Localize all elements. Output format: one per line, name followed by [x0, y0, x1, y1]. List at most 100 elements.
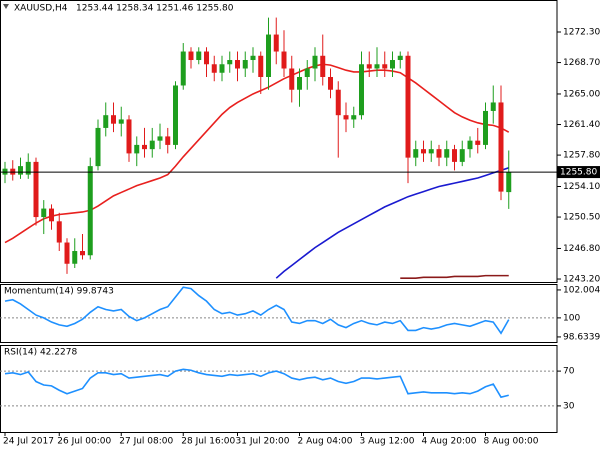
candle-body [103, 115, 109, 128]
candle-body [250, 55, 256, 61]
candle-body [72, 251, 78, 264]
panel-frame [0, 0, 558, 283]
y-tick-label: 98.6339 [563, 332, 600, 342]
candle-body [312, 55, 318, 69]
candle-body [351, 115, 357, 120]
candle-body [134, 144, 140, 154]
candle-body [483, 110, 488, 145]
candle-body [204, 51, 209, 65]
x-tick-label: 26 Jul 00:00 [57, 437, 111, 447]
x-tick-label: 4 Aug 20:00 [422, 437, 477, 447]
candle-body [87, 166, 93, 256]
candle-body [343, 115, 349, 120]
candle-body [149, 140, 155, 150]
candle-body [382, 64, 388, 69]
candle-body [266, 34, 271, 77]
candle-body [242, 60, 248, 69]
y-tick-label: 70 [563, 367, 575, 377]
candle-body [227, 60, 233, 65]
moving-average [275, 167, 510, 279]
candle-body [157, 136, 163, 141]
candle-body [273, 34, 279, 52]
candle-body [444, 149, 450, 158]
x-tick-label: 28 Jul 16:00 [181, 437, 235, 447]
candle-body [297, 76, 302, 90]
candle-body [18, 166, 23, 175]
candle-body [498, 102, 504, 192]
candle-body [405, 55, 411, 158]
moving-average [400, 274, 509, 279]
panel-title: Momentum(14) 99.8743 [4, 287, 114, 297]
candle-body [428, 149, 434, 154]
candle-body [328, 76, 333, 90]
candle-body [56, 221, 62, 243]
y-tick-label: 1268.70 [563, 58, 600, 68]
y-tick-label: 1243.20 [563, 275, 600, 285]
candle-body [304, 68, 310, 77]
ohlc-values: 1253.44 1258.34 1251.46 1255.80 [76, 4, 234, 14]
candle-body [80, 251, 85, 256]
candle-body [95, 127, 101, 167]
x-tick-label: 3 Aug 12:00 [360, 437, 415, 447]
candle-body [180, 51, 186, 86]
candle-body [359, 64, 364, 116]
candle-body [235, 60, 240, 69]
candle-body [196, 51, 202, 61]
x-tick-label: 8 Aug 00:00 [484, 437, 539, 447]
candle-body [25, 161, 31, 175]
x-tick-label: 27 Jul 08:00 [119, 437, 173, 447]
candle-body [390, 60, 395, 69]
candle-body [173, 85, 178, 145]
y-tick-label: 1257.80 [563, 151, 600, 161]
candle-body [506, 172, 512, 193]
candle-body [366, 64, 372, 69]
candle-body [490, 102, 496, 111]
x-tick-label: 2 Aug 04:00 [298, 437, 353, 447]
y-tick-label: 1250.50 [563, 213, 600, 223]
y-tick-label: 100 [563, 313, 580, 323]
candle-body [459, 149, 465, 162]
candle-body [188, 51, 194, 61]
candle-body [281, 51, 287, 69]
candle-body [41, 208, 47, 218]
candle-body [320, 55, 326, 77]
candle-body [374, 64, 380, 69]
candle-body [289, 68, 295, 90]
y-tick-label: 1265.00 [563, 89, 600, 99]
y-tick-label: 1246.80 [563, 244, 600, 254]
y-tick-label: 1272.30 [563, 28, 600, 38]
indicator-line [4, 368, 509, 399]
panel-frame [0, 345, 558, 433]
x-tick-label: 31 Jul 20:00 [236, 437, 290, 447]
candle-body [335, 89, 341, 116]
candle-body [165, 136, 171, 145]
indicator-line [4, 286, 510, 335]
y-tick-label: 1261.40 [563, 120, 600, 130]
candle-body [142, 144, 147, 150]
panel-title: XAUUSD,H4 [14, 4, 68, 14]
candle-body [211, 64, 217, 73]
candle-body [475, 140, 481, 145]
last-price-label: 1255.80 [560, 168, 597, 178]
y-tick-label: 1254.10 [563, 182, 600, 192]
candle-body [467, 140, 473, 150]
candle-body [258, 55, 264, 77]
last-price-box [557, 166, 600, 179]
x-tick-label: 24 Jul 2017 [3, 437, 54, 447]
candle-body [436, 149, 442, 158]
candle-body [397, 55, 403, 61]
candle-body [413, 149, 419, 158]
candle-body [118, 119, 124, 124]
candle-body [111, 115, 116, 124]
y-tick-label: 30 [563, 401, 575, 411]
candle-body [126, 119, 132, 154]
candle-body [421, 149, 426, 154]
panel-title: RSI(14) 42.2278 [4, 348, 77, 358]
candle-body [33, 161, 39, 218]
panel-frame [0, 284, 558, 343]
candle-body [219, 64, 225, 73]
symbol-icon [3, 4, 9, 9]
candle-body [452, 149, 457, 162]
